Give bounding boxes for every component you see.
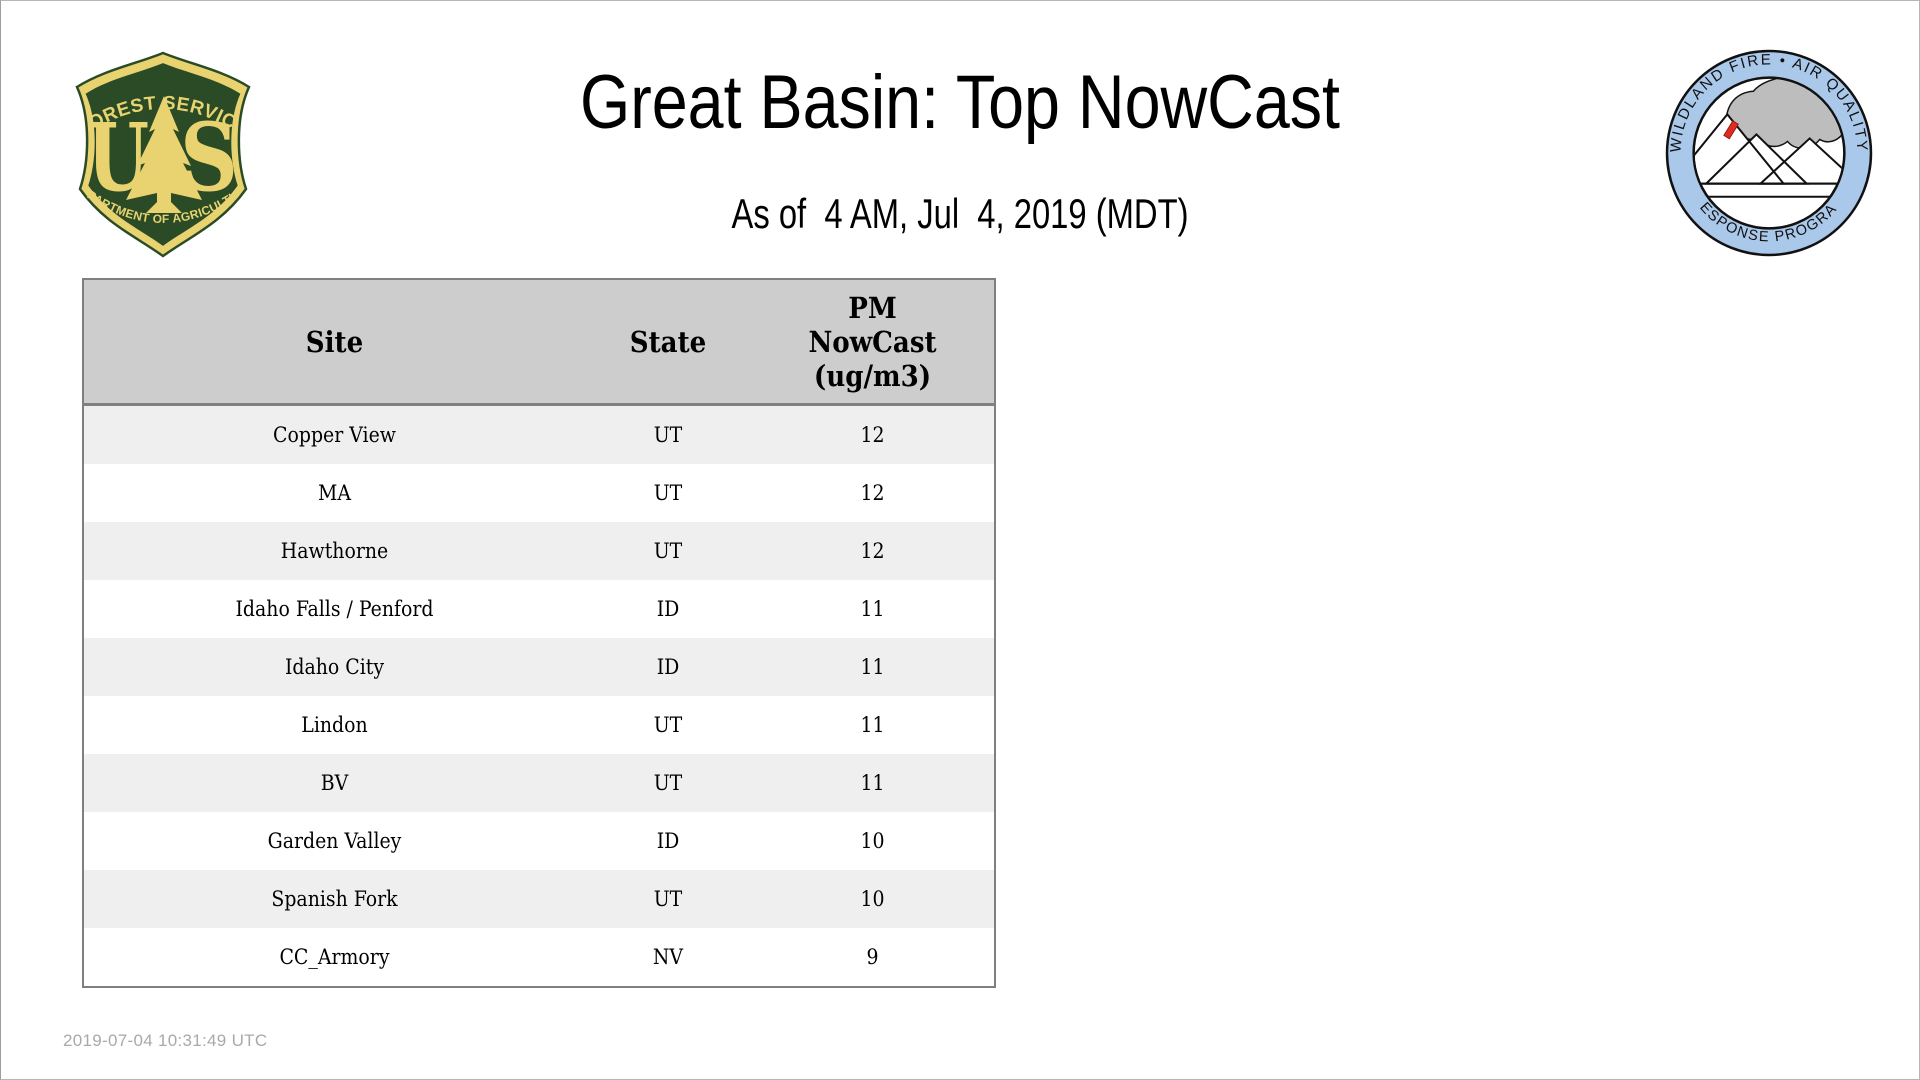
cell-state: UT [653, 539, 683, 563]
cell-value: 11 [860, 771, 885, 795]
mountains-icon [1694, 112, 1844, 198]
pm-header-line-3: (ug/m3) [813, 358, 932, 393]
cell-site: MA [318, 481, 351, 505]
cell-value: 10 [860, 887, 885, 911]
page-title: Great Basin: Top NowCast [579, 60, 1341, 145]
cell-value: 9 [866, 945, 879, 969]
table-row: Copper View UT 12 [83, 404, 995, 464]
table-header-row: Site State PM NowCast (ug/m3) [83, 279, 995, 406]
cell-value: 12 [860, 423, 885, 447]
cell-site: Idaho Falls / Penford [235, 597, 434, 621]
cell-value: 11 [860, 713, 885, 737]
pm-header-line-1: PM [848, 290, 897, 325]
pine-tree-icon [126, 96, 202, 213]
cell-state: UT [653, 771, 683, 795]
cell-state: UT [653, 713, 683, 737]
cell-state: UT [653, 481, 683, 505]
cell-value: 12 [860, 481, 885, 505]
cell-site: Garden Valley [267, 829, 402, 853]
table-row: Lindon UT 11 [83, 696, 995, 754]
cell-state: ID [656, 655, 680, 679]
column-header-pm-nowcast: PM NowCast (ug/m3) [751, 279, 995, 406]
cell-value: 12 [860, 539, 885, 563]
table-row: BV UT 11 [83, 754, 995, 812]
column-header-state: State [585, 279, 751, 406]
cell-value: 11 [860, 655, 885, 679]
page-subtitle: As of 4 AM, Jul 4, 2019 (MDT) [731, 190, 1189, 237]
cell-value: 10 [860, 829, 885, 853]
cell-state: ID [656, 597, 680, 621]
cell-site: Idaho City [284, 655, 385, 679]
cell-value: 11 [860, 597, 885, 621]
cell-state: UT [653, 887, 683, 911]
cell-site: Copper View [273, 423, 396, 447]
wfaqrp-logo-icon: WILDLAND FIRE • AIR QUALITY RESPONSE PRO… [1663, 47, 1873, 257]
table-row: Idaho City ID 11 [83, 638, 995, 696]
flame-marker-icon [1723, 120, 1739, 140]
table-row: Idaho Falls / Penford ID 11 [83, 580, 995, 638]
table-row: MA UT 12 [83, 464, 995, 522]
table-row: Hawthorne UT 12 [83, 522, 995, 580]
cell-site: BV [320, 771, 349, 795]
table-row: CC_Armory NV 9 [83, 928, 995, 987]
table-row: Garden Valley ID 10 [83, 812, 995, 870]
cell-site: Hawthorne [280, 539, 389, 563]
nowcast-table: Site State PM NowCast (ug/m3) Copper Vie… [82, 278, 996, 988]
pm-header-line-2: NowCast [808, 324, 937, 359]
cell-site: Spanish Fork [271, 887, 398, 911]
table-row: Spanish Fork UT 10 [83, 870, 995, 928]
cell-site: CC_Armory [279, 945, 390, 969]
usfs-logo-icon: FOREST SERVICE U S DEPARTMENT OF AGRICUL… [68, 50, 251, 258]
column-header-site: Site [83, 279, 585, 406]
cell-state: NV [652, 945, 684, 969]
cell-state: UT [653, 423, 683, 447]
cell-state: ID [656, 829, 680, 853]
cell-site: Lindon [301, 713, 368, 737]
footer-timestamp: 2019-07-04 10:31:49 UTC [63, 1031, 268, 1050]
